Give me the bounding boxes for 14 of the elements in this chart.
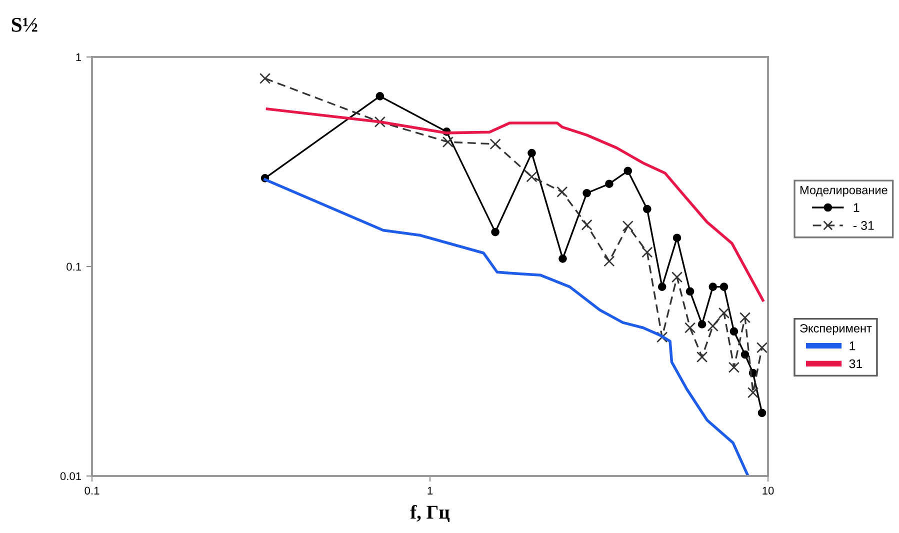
y-tick-label: 0.1 [66,262,82,271]
x-tick-label: 10 [762,486,774,495]
legend-label: 1 [850,342,856,350]
y-tick-label: 1 [76,53,82,62]
x-axis-title: f, Гц [410,504,450,522]
text: Моделирование [800,186,888,197]
x-tick-label: 1 [428,486,433,494]
x-tick-label: 0.1 [84,486,100,495]
text: Эксперимент [800,324,872,335]
legend-label: 1 [854,203,860,212]
y-axis-title: S½ [12,18,38,32]
legend-label: 31 [849,359,862,368]
y-tick-label: 0.01 [60,472,82,480]
legend-label: - 31 [853,221,874,230]
